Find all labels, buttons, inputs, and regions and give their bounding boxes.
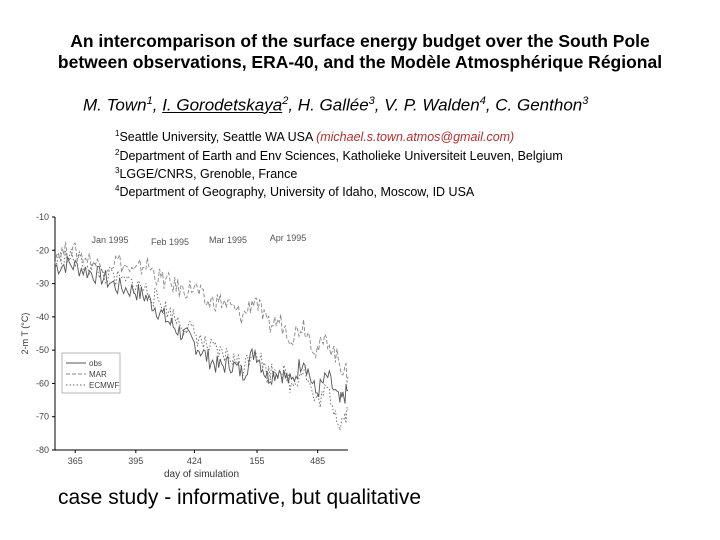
y-tick-label: -20 (36, 245, 49, 255)
affiliation-text: LGGE/CNRS, Grenoble, France (119, 167, 298, 182)
x-tick-label: 155 (250, 456, 265, 466)
author-affiliation-mark: 3 (582, 95, 589, 107)
temperature-chart: -10 -20 -30 -40 -50 -60 -70 -80 365 395 424 155 485 d… (20, 212, 349, 480)
affiliation-2: 2Department of Earth and Env Sciences, K… (115, 148, 563, 163)
y-tick-label: -40 (36, 312, 49, 322)
affiliation-text: Department of Geography, University of I… (119, 185, 475, 200)
legend-label: ECMWF (89, 381, 119, 390)
affiliation-1: 1Seattle University, Seattle WA USA (mic… (115, 129, 514, 144)
author-email: (michael.s.town.atmos@gmail.com) (316, 130, 515, 145)
month-annotation: Apr 1995 (270, 233, 307, 243)
y-tick-label: -70 (36, 412, 49, 422)
author-name: V. P. Walden (384, 95, 480, 115)
affiliation-text: Department of Earth and Env Sciences, Ka… (119, 149, 563, 164)
x-tick-label: 424 (187, 456, 202, 466)
legend-label: MAR (89, 370, 107, 379)
author-name: C. Genthon (495, 95, 583, 115)
legend-label: obs (89, 359, 102, 368)
affiliation-text: Seattle University, Seattle WA USA (119, 130, 317, 145)
y-tick-label: -50 (36, 345, 49, 355)
month-annotation: Mar 1995 (209, 235, 247, 245)
footer-caption: case study - informative, but qualitativ… (58, 486, 422, 509)
author-affiliation-mark: 1 (146, 95, 153, 107)
author-name: H. Gallée (297, 95, 369, 115)
x-tick-label: 395 (128, 456, 143, 466)
x-tick-label: 485 (310, 456, 325, 466)
y-tick-label: -30 (36, 279, 49, 289)
affiliation-4: 4Department of Geography, University of … (115, 184, 474, 199)
y-tick-label: -80 (36, 445, 49, 455)
affiliation-mark: 4 (115, 184, 120, 193)
affiliation-mark: 1 (115, 129, 120, 138)
series-line-ecmwf (54, 248, 349, 431)
paper-title-line-1: An intercomparison of the surface energy… (70, 31, 650, 51)
y-tick-label: -10 (36, 212, 49, 222)
month-annotation: Feb 1995 (151, 237, 189, 247)
y-tick-label: -60 (36, 378, 49, 388)
author-affiliation-mark: 4 (479, 95, 486, 107)
affiliation-mark: 2 (115, 148, 120, 157)
y-axis-label: 2-m T (°C) (20, 313, 30, 355)
author-affiliation-mark: 2 (282, 95, 289, 107)
author-list: M. Town1, I. Gorodetskaya2, H. Gallée3, … (83, 95, 589, 115)
author-name: M. Town (83, 95, 147, 115)
x-tick-label: 365 (68, 456, 83, 466)
month-annotation: Jan 1995 (91, 235, 128, 245)
x-axis-label: day of simulation (164, 469, 239, 480)
author-name: I. Gorodetskaya (162, 95, 283, 115)
affiliation-3: 3LGGE/CNRS, Grenoble, France (115, 166, 297, 181)
affiliation-mark: 3 (115, 166, 120, 175)
legend-box (61, 352, 121, 394)
author-affiliation-mark: 3 (368, 95, 375, 107)
paper-title-line-2: between observations, ERA-40, and the Mo… (57, 52, 663, 72)
